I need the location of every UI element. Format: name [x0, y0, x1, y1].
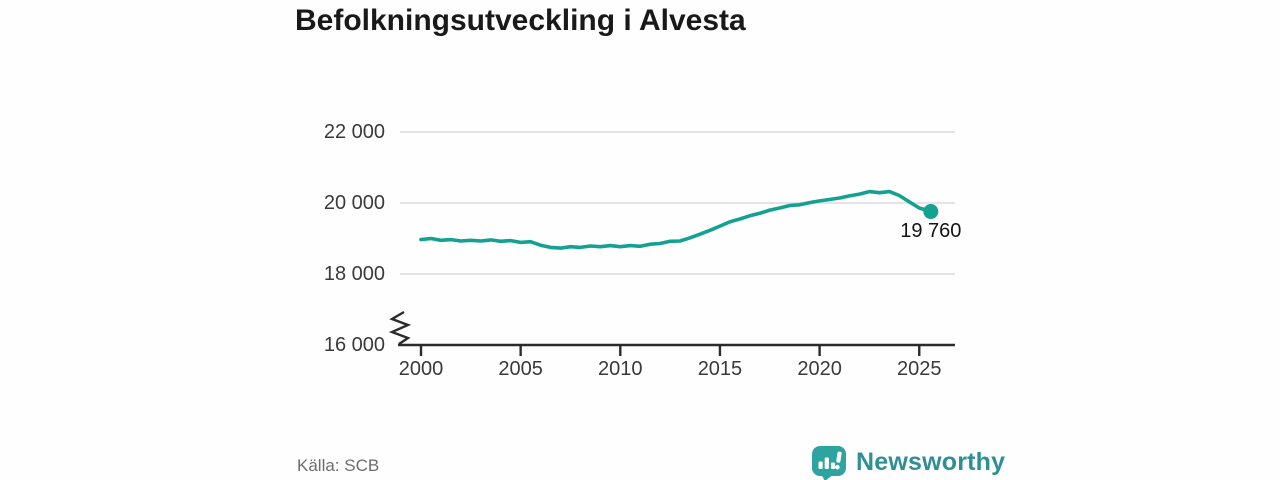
y-tick-label: 22 000 [323, 121, 385, 143]
newsworthy-logo-text: Newsworthy [856, 447, 1006, 476]
last-value-label: 19 760 [900, 219, 962, 242]
population-line [419, 189, 933, 250]
x-tick-label: 2010 [598, 358, 643, 380]
y-tick-label: 20 000 [323, 192, 385, 214]
chart-title: Befolkningsutveckling i Alvesta [295, 4, 746, 37]
x-tick-label: 2000 [398, 358, 444, 380]
x-tick-label: 2025 [897, 358, 942, 380]
x-axis [398, 343, 955, 356]
axis-break-icon [388, 310, 412, 345]
y-tick-label: 18 000 [323, 263, 385, 285]
newsworthy-bars-speech-bubble-icon [812, 446, 846, 480]
x-tick-label: 2020 [797, 358, 842, 380]
gridlines [400, 131, 955, 275]
y-tick-label: 16 000 [323, 334, 385, 356]
x-tick-label: 2005 [498, 358, 543, 380]
newsworthy-logo: Newsworthy [810, 443, 1005, 480]
source-note: Källa: SCB [297, 456, 380, 475]
x-tick-label: 2015 [697, 358, 743, 380]
end-point-dot [923, 204, 939, 220]
